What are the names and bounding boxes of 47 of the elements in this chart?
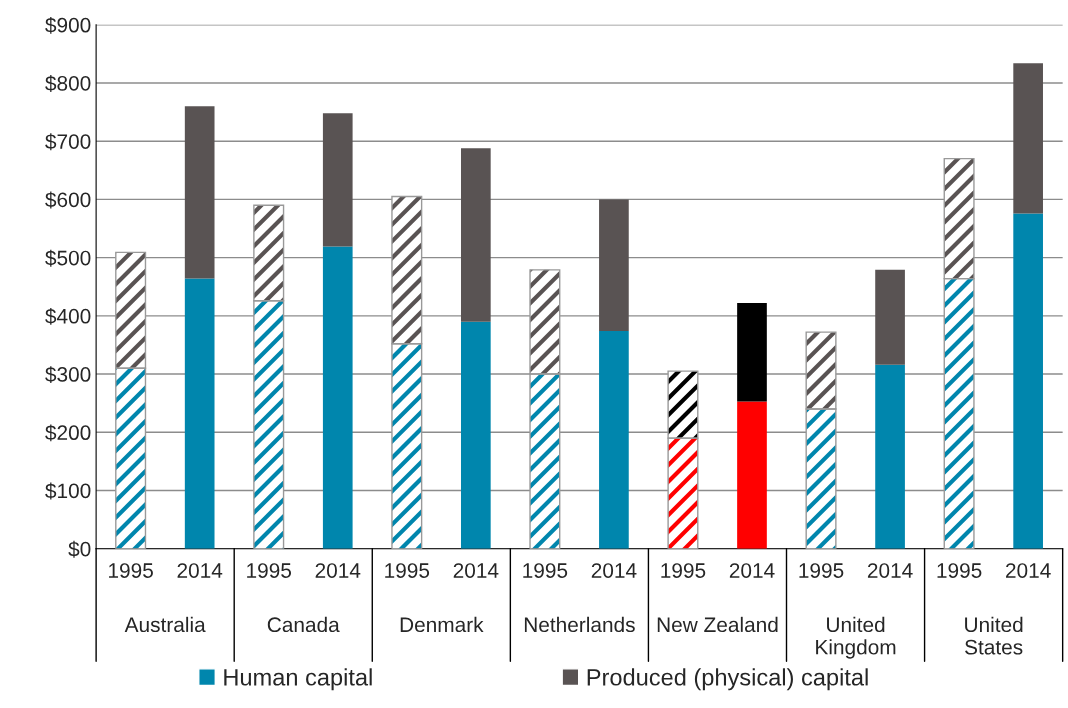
bar: [875, 364, 905, 549]
bar: [599, 330, 629, 549]
text: Australia: [124, 616, 206, 633]
legend-label: Produced (physical) capital: [587, 668, 868, 691]
y-tick-label: $100: [45, 482, 91, 500]
y-tick-label: $900: [45, 16, 91, 34]
y-tick-label: $700: [45, 133, 91, 151]
x-tick-label: 2014: [453, 563, 499, 578]
bar: [599, 199, 629, 331]
legend-label: Human capital: [224, 668, 372, 691]
y-tick-label: $400: [45, 307, 91, 325]
y-tick-label: $200: [45, 424, 91, 442]
text: Netherlands: [524, 616, 635, 633]
bar: [460, 148, 491, 322]
bar: [1013, 213, 1043, 549]
y-tick-label: $500: [45, 249, 91, 267]
text: United States: [965, 616, 1023, 655]
bar: [322, 246, 353, 549]
x-tick-label: 1995: [385, 563, 430, 578]
text: Canada: [267, 616, 340, 633]
x-tick-label: 1995: [247, 563, 292, 578]
bar: [737, 401, 767, 549]
y-tick-label: $800: [45, 75, 91, 92]
x-tick-label: 1995: [523, 563, 568, 578]
bar: [322, 113, 353, 247]
x-tick-label: 1995: [109, 563, 153, 578]
text: New Zealand: [657, 616, 778, 633]
x-tick-label: 1995: [937, 563, 982, 578]
bar: [1013, 63, 1043, 214]
y-tick-label: $0: [68, 540, 91, 558]
x-tick-label: 2014: [729, 563, 775, 578]
x-tick-label: 2014: [591, 563, 637, 578]
x-tick-label: 1995: [799, 563, 844, 578]
bar: [184, 106, 215, 279]
bar: [737, 303, 767, 402]
bar: [875, 269, 905, 365]
text: Denmark: [400, 616, 484, 633]
x-tick-label: 2014: [315, 563, 361, 578]
x-tick-label: 2014: [867, 563, 913, 578]
x-tick-label: 2014: [177, 563, 223, 578]
text: United Kingdom: [816, 616, 896, 659]
bar: [184, 278, 215, 549]
x-tick-label: 1995: [661, 563, 706, 578]
bar: [460, 321, 491, 549]
x-tick-label: 2014: [1006, 563, 1051, 578]
y-tick-label: $600: [45, 191, 91, 209]
y-tick-label: $300: [45, 366, 91, 384]
